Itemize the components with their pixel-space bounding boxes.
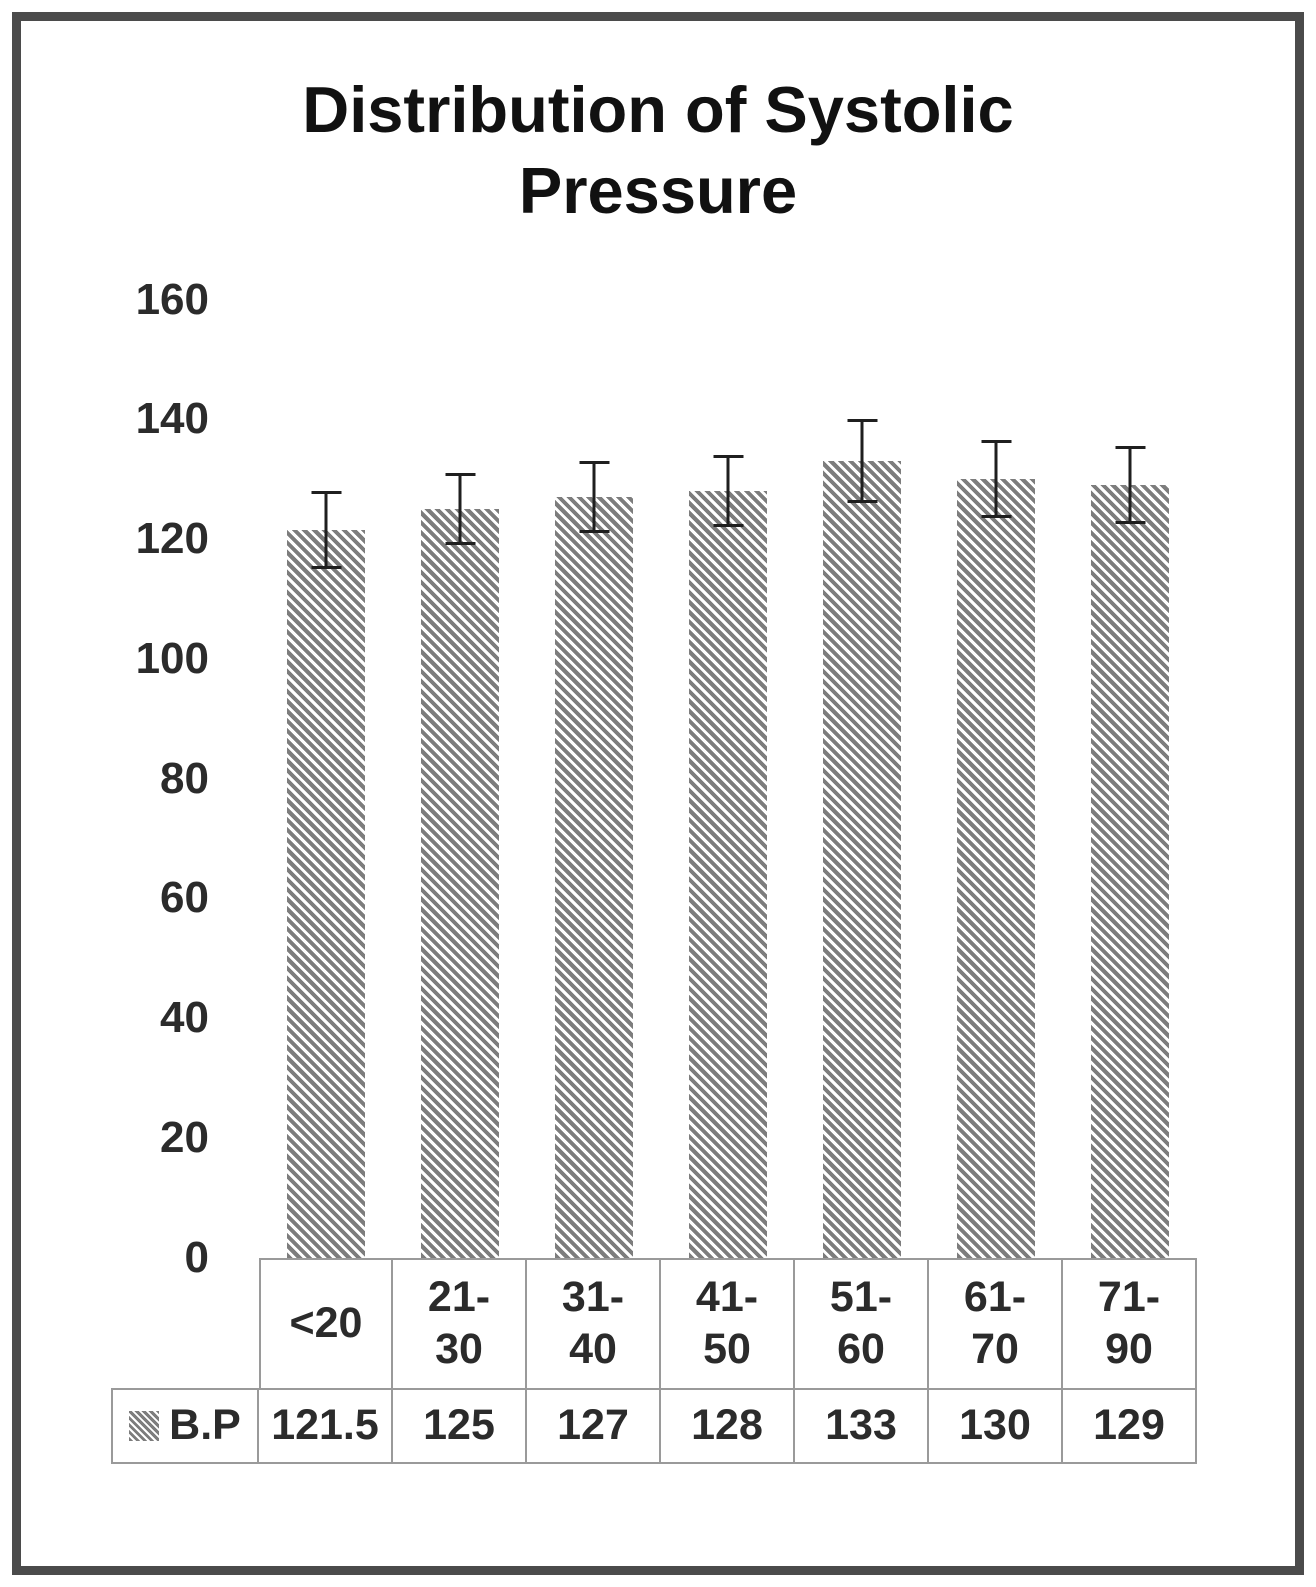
- error-bar-cap: [981, 515, 1011, 519]
- value-cell: 130: [927, 1387, 1063, 1464]
- value-cell: 129: [1061, 1387, 1197, 1464]
- category-row: <20 21- 30 31- 40 41- 50 51- 60 61- 70 71- 90: [259, 1257, 1197, 1390]
- y-tick-label: 160: [135, 274, 209, 324]
- error-bar-cap: [847, 419, 877, 423]
- bp-series-swatch-icon: [129, 1410, 160, 1441]
- error-bar: [713, 455, 743, 528]
- error-bar: [981, 440, 1011, 519]
- bar-column: [661, 300, 795, 1258]
- value-cell: 128: [659, 1387, 795, 1464]
- error-bar-cap: [847, 500, 877, 504]
- bar-column: [527, 300, 661, 1258]
- y-tick-label: 80: [160, 753, 209, 803]
- error-bar-cap: [1115, 521, 1145, 525]
- y-tick-label: 60: [160, 873, 209, 923]
- error-bar: [579, 461, 609, 534]
- category-cell: 71- 90: [1061, 1257, 1197, 1390]
- bar-column: [795, 300, 929, 1258]
- bar-column: [929, 300, 1063, 1258]
- bar: [287, 530, 365, 1258]
- bar: [689, 491, 767, 1258]
- error-bar-cap: [713, 524, 743, 528]
- category-cell: 41- 50: [659, 1257, 795, 1390]
- y-tick-label: 120: [135, 514, 209, 563]
- bar: [555, 497, 633, 1258]
- category-cell: 21- 30: [391, 1257, 527, 1390]
- value-cell: 125: [391, 1387, 527, 1464]
- value-cell: 133: [793, 1387, 929, 1464]
- chart-title: Distribution of Systolic Pressure: [302, 73, 1014, 228]
- bar-column: [259, 300, 393, 1258]
- error-bar: [1115, 446, 1145, 525]
- category-cell: 61- 70: [927, 1257, 1063, 1390]
- category-cell: <20: [259, 1257, 393, 1390]
- y-tick-label: 100: [135, 633, 209, 683]
- legend-label: B.P: [169, 1401, 241, 1449]
- bars-area: [259, 300, 1197, 1258]
- y-tick-label: 140: [135, 394, 209, 444]
- error-bar-cap: [981, 440, 1011, 444]
- error-bar-cap: [579, 461, 609, 465]
- value-cell: 127: [525, 1387, 661, 1464]
- plot-area: 0 20 40 60 80 100 120 140 160: [21, 277, 1295, 1279]
- value-row: B.P 121.5 125 127 128 133 130 129: [111, 1387, 1197, 1464]
- bar-column: [393, 300, 527, 1258]
- error-bar: [847, 419, 877, 504]
- error-bar-cap: [311, 565, 341, 569]
- error-bar-cap: [1115, 446, 1145, 450]
- value-cell: 121.5: [257, 1387, 393, 1464]
- y-tick-label: 0: [184, 1232, 209, 1282]
- error-bar-cap: [445, 542, 475, 545]
- error-bar-cap: [445, 473, 475, 477]
- error-bar-cap: [579, 530, 609, 534]
- category-cell: 31- 40: [525, 1257, 661, 1390]
- error-bar: [311, 491, 341, 569]
- bar: [421, 509, 499, 1258]
- error-bar: [445, 473, 475, 545]
- y-axis: 0 20 40 60 80 100 120 140 160: [21, 277, 259, 1279]
- bar-column: [1063, 300, 1197, 1258]
- error-bar-cap: [311, 491, 341, 495]
- y-tick-label: 20: [160, 1112, 209, 1162]
- bar: [957, 479, 1035, 1258]
- bar: [823, 461, 901, 1258]
- category-cell: 51- 60: [793, 1257, 929, 1390]
- legend-cell: B.P: [111, 1387, 259, 1464]
- y-tick-label: 40: [160, 993, 209, 1042]
- chart-frame: Distribution of Systolic Pressure 0 20 40 6…: [12, 12, 1304, 1575]
- error-bar-cap: [713, 455, 743, 459]
- bar: [1091, 485, 1169, 1258]
